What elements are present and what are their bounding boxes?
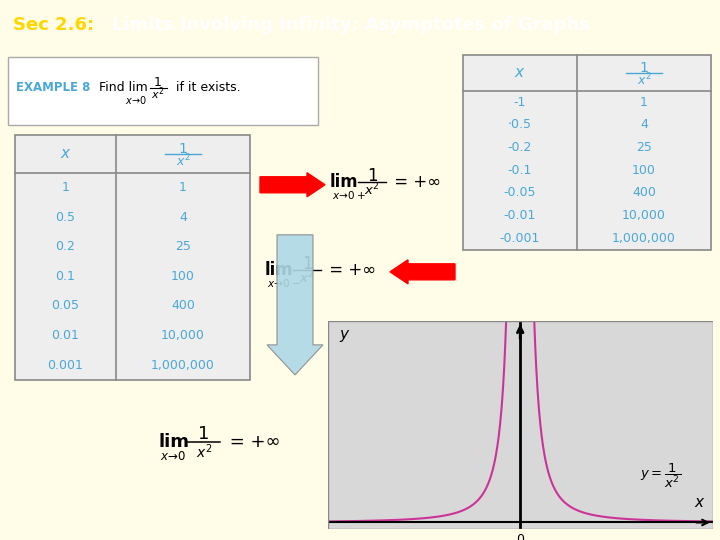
Text: Sec 2.6:: Sec 2.6:	[13, 16, 94, 34]
Text: if it exists.: if it exists.	[172, 81, 240, 94]
Text: $x\!\to\!0-$: $x\!\to\!0-$	[267, 277, 301, 289]
Text: 1: 1	[640, 96, 648, 109]
Text: 1: 1	[154, 76, 162, 89]
Text: 1: 1	[302, 255, 312, 273]
Text: $x^2$: $x^2$	[300, 269, 315, 286]
Text: $x\!\to\!0$: $x\!\to\!0$	[125, 94, 147, 106]
Text: ⋅0.5: ⋅0.5	[508, 118, 532, 131]
Text: 1,000,000: 1,000,000	[612, 232, 676, 245]
Text: 400: 400	[171, 299, 195, 313]
Text: 1: 1	[198, 425, 210, 443]
Text: 1: 1	[179, 141, 187, 156]
Text: 400: 400	[632, 186, 656, 199]
FancyArrow shape	[390, 260, 455, 284]
Text: 10,000: 10,000	[161, 329, 205, 342]
Text: $x^2$: $x^2$	[364, 181, 380, 198]
Text: -0.001: -0.001	[500, 232, 540, 245]
Polygon shape	[267, 235, 323, 375]
Text: -0.01: -0.01	[504, 209, 536, 222]
Text: $y$: $y$	[339, 328, 351, 343]
Text: EXAMPLE 8: EXAMPLE 8	[16, 81, 91, 94]
Text: -0.2: -0.2	[508, 141, 532, 154]
Text: Find lim: Find lim	[95, 81, 148, 94]
Text: 25: 25	[175, 240, 191, 253]
Text: $x^2$: $x^2$	[636, 71, 652, 88]
Text: $x^2$: $x^2$	[176, 152, 191, 169]
Text: $x\!\to\!0+$: $x\!\to\!0+$	[332, 189, 366, 201]
Text: 1,000,000: 1,000,000	[151, 359, 215, 372]
Text: 0.1: 0.1	[55, 270, 76, 283]
Text: -1: -1	[514, 96, 526, 109]
FancyArrow shape	[260, 173, 325, 197]
Text: $y = \dfrac{1}{x^2}$: $y = \dfrac{1}{x^2}$	[639, 461, 680, 490]
Text: 0.5: 0.5	[55, 211, 76, 224]
Text: 4: 4	[179, 211, 187, 224]
Text: 1: 1	[639, 60, 649, 75]
Text: = +∞: = +∞	[324, 261, 376, 279]
Bar	[463, 55, 711, 250]
Text: 1: 1	[366, 167, 377, 185]
Text: $x$: $x$	[60, 146, 71, 161]
Text: 100: 100	[171, 270, 195, 283]
Text: 25: 25	[636, 141, 652, 154]
Text: 100: 100	[632, 164, 656, 177]
Text: 10,000: 10,000	[622, 209, 666, 222]
Text: 4: 4	[640, 118, 648, 131]
Text: -0.05: -0.05	[504, 186, 536, 199]
Text: Limits Involving Infinity; Asymptotes of Graphs: Limits Involving Infinity; Asymptotes of…	[112, 16, 590, 34]
Text: $x\!\to\!0$: $x\!\to\!0$	[160, 450, 186, 463]
Text: = +∞: = +∞	[224, 433, 281, 451]
Text: lim: lim	[158, 433, 189, 451]
Text: 0.2: 0.2	[55, 240, 76, 253]
Text: -0.1: -0.1	[508, 164, 532, 177]
Text: 1: 1	[62, 181, 69, 194]
Text: $x$: $x$	[514, 65, 526, 80]
Text: $x$: $x$	[693, 496, 705, 510]
Text: 0.001: 0.001	[48, 359, 84, 372]
Text: = +∞: = +∞	[389, 173, 441, 191]
Text: 1: 1	[179, 181, 187, 194]
Bar	[328, 321, 713, 529]
Text: $x^2$: $x^2$	[151, 85, 165, 102]
Text: 0.01: 0.01	[52, 329, 79, 342]
Text: lim: lim	[265, 261, 294, 279]
Bar	[8, 57, 318, 125]
Text: $x^2$: $x^2$	[196, 443, 212, 461]
Bar	[15, 135, 250, 380]
Text: 0.05: 0.05	[52, 299, 79, 313]
Text: lim: lim	[330, 173, 359, 191]
Text: 0: 0	[516, 532, 524, 540]
